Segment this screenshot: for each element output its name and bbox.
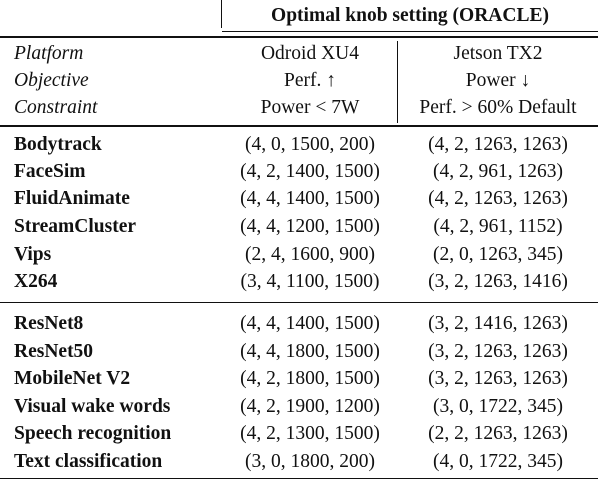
jetson-setting: (3, 2, 1263, 1416) — [428, 271, 568, 292]
table-row: StreamCluster (4, 4, 1200, 1500) (4, 2, … — [0, 213, 598, 240]
odroid-setting: (4, 2, 1900, 1200) — [240, 396, 380, 417]
table-title: Optimal knob setting (ORACLE) — [271, 5, 549, 26]
table-row: FaceSim (4, 2, 1400, 1500) (4, 2, 961, 1… — [0, 158, 598, 185]
benchmark-name: X264 — [14, 271, 58, 292]
odroid-setting: (4, 4, 1800, 1500) — [240, 341, 380, 362]
jetson-setting: (3, 2, 1263, 1263) — [428, 368, 568, 389]
top-rule — [0, 36, 598, 38]
odroid-setting: (4, 4, 1400, 1500) — [240, 188, 380, 209]
benchmark-name: ResNet8 — [14, 313, 84, 334]
odroid-setting: (2, 4, 1600, 900) — [245, 244, 375, 265]
jetson-setting: (4, 0, 1722, 345) — [433, 451, 563, 472]
header-value-odroid: Odroid XU4 — [260, 43, 360, 64]
header-value-odroid: Perf. ↑ — [284, 70, 336, 91]
table-row: Text classification (3, 0, 1800, 200) (4… — [0, 448, 598, 475]
table-row: MobileNet V2 (4, 2, 1800, 1500) (3, 2, 1… — [0, 365, 598, 392]
table-row: Vips (2, 4, 1600, 900) (2, 0, 1263, 345) — [0, 241, 598, 268]
odroid-setting: (3, 0, 1800, 200) — [245, 451, 375, 472]
benchmark-name: Speech recognition — [14, 423, 172, 444]
table-row: FluidAnimate (4, 4, 1400, 1500) (4, 2, 1… — [0, 185, 598, 212]
jetson-setting: (4, 2, 1263, 1263) — [428, 188, 568, 209]
benchmark-name: FluidAnimate — [14, 188, 130, 209]
benchmark-name: MobileNet V2 — [14, 368, 131, 389]
title-rule — [222, 31, 598, 32]
odroid-setting: (4, 0, 1500, 200) — [245, 134, 375, 155]
table-row: Speech recognition (4, 2, 1300, 1500) (2… — [0, 420, 598, 447]
header-row-platform: Platform Odroid XU4 Jetson TX2 — [0, 40, 598, 67]
header-label: Platform — [14, 43, 84, 64]
benchmark-name: Vips — [14, 244, 52, 265]
title-left-divider — [221, 0, 222, 28]
jetson-setting: (2, 0, 1263, 345) — [433, 244, 563, 265]
header-value-jetson: Power ↓ — [465, 70, 531, 91]
table-row: Visual wake words (4, 2, 1900, 1200) (3,… — [0, 393, 598, 420]
odroid-setting: (4, 2, 1800, 1500) — [240, 368, 380, 389]
jetson-setting: (2, 2, 1263, 1263) — [428, 423, 568, 444]
group-separator-rule — [0, 302, 598, 303]
benchmark-name: StreamCluster — [14, 216, 137, 237]
odroid-setting: (4, 4, 1400, 1500) — [240, 313, 380, 334]
odroid-setting: (4, 2, 1400, 1500) — [240, 161, 380, 182]
benchmark-name: Visual wake words — [14, 396, 171, 417]
jetson-setting: (3, 2, 1263, 1263) — [428, 341, 568, 362]
jetson-setting: (4, 2, 961, 1152) — [433, 216, 563, 237]
header-rule — [0, 125, 598, 127]
header-label: Constraint — [14, 97, 98, 118]
odroid-setting: (4, 4, 1200, 1500) — [240, 216, 380, 237]
header-value-odroid: Power < 7W — [260, 97, 360, 118]
jetson-setting: (3, 0, 1722, 345) — [433, 396, 563, 417]
jetson-setting: (3, 2, 1416, 1263) — [428, 313, 568, 334]
benchmark-name: ResNet50 — [14, 341, 94, 362]
column-divider — [397, 41, 398, 123]
header-label: Objective — [14, 70, 89, 91]
header-value-jetson: Jetson TX2 — [453, 43, 543, 64]
benchmark-name: FaceSim — [14, 161, 86, 182]
header-value-jetson: Perf. > 60% Default — [419, 97, 577, 118]
benchmark-name: Text classification — [14, 451, 163, 472]
table-row: Bodytrack (4, 0, 1500, 200) (4, 2, 1263,… — [0, 131, 598, 158]
table-row: ResNet50 (4, 4, 1800, 1500) (3, 2, 1263,… — [0, 338, 598, 365]
jetson-setting: (4, 2, 961, 1263) — [433, 161, 563, 182]
header-row-constraint: Constraint Power < 7W Perf. > 60% Defaul… — [0, 94, 598, 121]
jetson-setting: (4, 2, 1263, 1263) — [428, 134, 568, 155]
header-row-objective: Objective Perf. ↑ Power ↓ — [0, 67, 598, 94]
table-row: X264 (3, 4, 1100, 1500) (3, 2, 1263, 141… — [0, 268, 598, 295]
table-row: ResNet8 (4, 4, 1400, 1500) (3, 2, 1416, … — [0, 310, 598, 337]
odroid-setting: (4, 2, 1300, 1500) — [240, 423, 380, 444]
benchmark-name: Bodytrack — [14, 134, 102, 155]
odroid-setting: (3, 4, 1100, 1500) — [240, 271, 380, 292]
